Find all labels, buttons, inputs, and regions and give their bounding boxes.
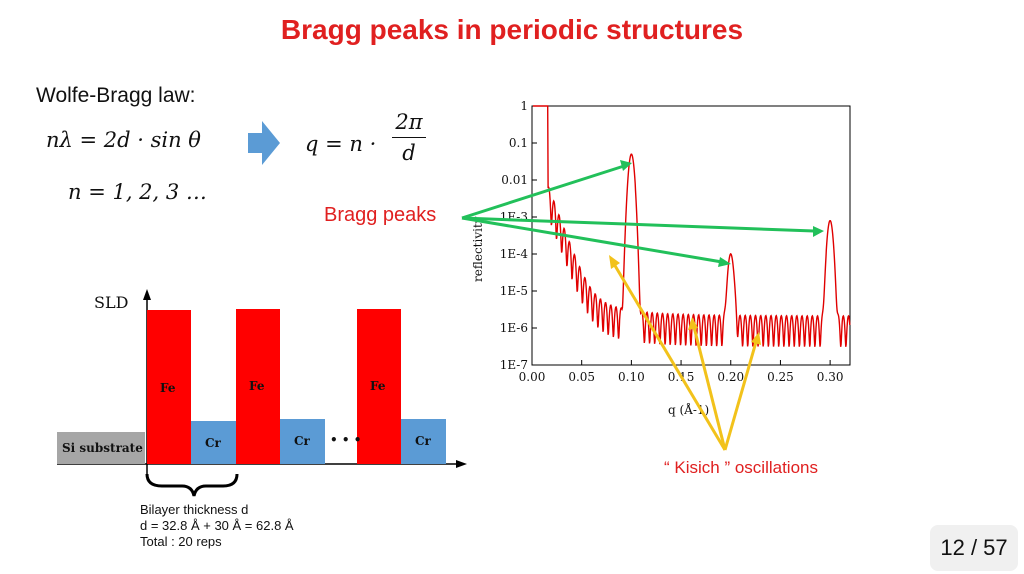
cr-layer-1 [191,421,236,464]
layer-ellipsis: • • • [330,433,361,447]
yellow-arrow-3 [723,341,758,451]
x-tick-label-0: 0.00 [519,370,546,384]
sld-axis-label: SLD [94,293,128,312]
x-tick-label-4: 0.20 [717,370,744,384]
fe-layer-1 [147,310,191,464]
bilayer-line-2: d = 32.8 Å + 30 Å = 62.8 Å [140,518,294,533]
cr-label-3: Cr [415,434,432,448]
cr-label-1: Cr [205,436,222,450]
sld-diagram: SLD Si substrate Fe Cr Fe Cr Fe Cr • • • [57,289,467,497]
fe-label-2: Fe [249,379,265,393]
bilayer-info: Bilayer thickness d d = 32.8 Å + 30 Å = … [140,502,294,550]
sld-y-arrowhead [143,289,151,300]
law-label: Wolfe-Bragg law: [36,84,196,107]
green-arrow-1 [461,164,625,220]
x-tick-label-6: 0.30 [817,370,844,384]
chart-ticks: 0.000.050.100.150.200.250.301E-71E-61E-5… [500,99,844,384]
plot-frame [531,105,851,366]
kisich-arrows [609,255,761,451]
x-tick-label-2: 0.10 [618,370,645,384]
fraction-denominator: d [402,141,416,165]
order-equation: n = 1, 2, 3 … [68,180,207,204]
y-tick-label-3: 1E-4 [500,247,529,261]
fe-layer-3 [357,309,401,464]
bilayer-line-1: Bilayer thickness d [140,502,249,517]
cr-layer-3 [401,419,446,464]
bragg-arrows [461,160,824,267]
y-tick-label-6: 0.1 [509,136,528,150]
x-tick-label-1: 0.05 [568,370,595,384]
y-tick-label-5: 0.01 [501,173,528,187]
fe-label-3: Fe [370,379,386,393]
reflectivity-curve [533,105,851,347]
page-indicator: 12 / 57 [930,525,1018,571]
cr-label-2: Cr [294,434,311,448]
fraction-numerator: 2π [395,110,423,134]
y-tick-label-2: 1E-5 [500,284,528,298]
green-arrow-2 [461,216,815,233]
si-substrate-label: Si substrate [62,441,143,455]
fe-label-1: Fe [160,381,176,395]
y-tick-label-7: 1 [520,99,528,113]
bragg-peaks-label: Bragg peaks [324,204,437,226]
y-tick-label-4: 1E-3 [500,210,528,224]
y-tick-label-0: 1E-7 [500,358,528,372]
q-fraction: 2π d [392,110,426,165]
fe-layer-2 [236,309,280,464]
si-substrate-block [57,432,145,464]
fraction-bar [392,137,426,138]
yellow-arrowhead-3 [751,332,761,345]
sld-x-arrowhead [456,460,467,468]
slide-title: Bragg peaks in periodic structures [280,14,744,45]
bilayer-brace [145,473,239,497]
yellow-arrow-1 [612,263,727,451]
green-arrowhead-3 [718,257,731,267]
yellow-arrowhead-2 [688,317,698,330]
y-tick-label-1: 1E-6 [500,321,528,335]
green-arrow-3 [461,216,723,264]
right-block-arrow-icon [248,121,280,165]
green-arrowhead-2 [813,226,824,237]
page-number: 12 / 57 [940,535,1008,560]
yellow-arrow-2 [692,326,727,451]
bilayer-line-3: Total : 20 reps [140,534,222,549]
q-equation: q = n · [305,132,377,156]
yellow-arrowhead-1 [609,255,620,269]
bragg-equation: nλ = 2d · sin θ [46,128,201,152]
green-arrowhead-1 [620,160,632,171]
cr-layer-2 [280,419,325,464]
x-tick-label-5: 0.25 [767,370,794,384]
y-axis-label: reflectivity [471,216,485,282]
reflectivity-chart: 0.000.050.100.150.200.250.301E-71E-61E-5… [471,99,851,417]
kisich-oscillations-label: “ Kisich ” oscillations [664,458,818,477]
